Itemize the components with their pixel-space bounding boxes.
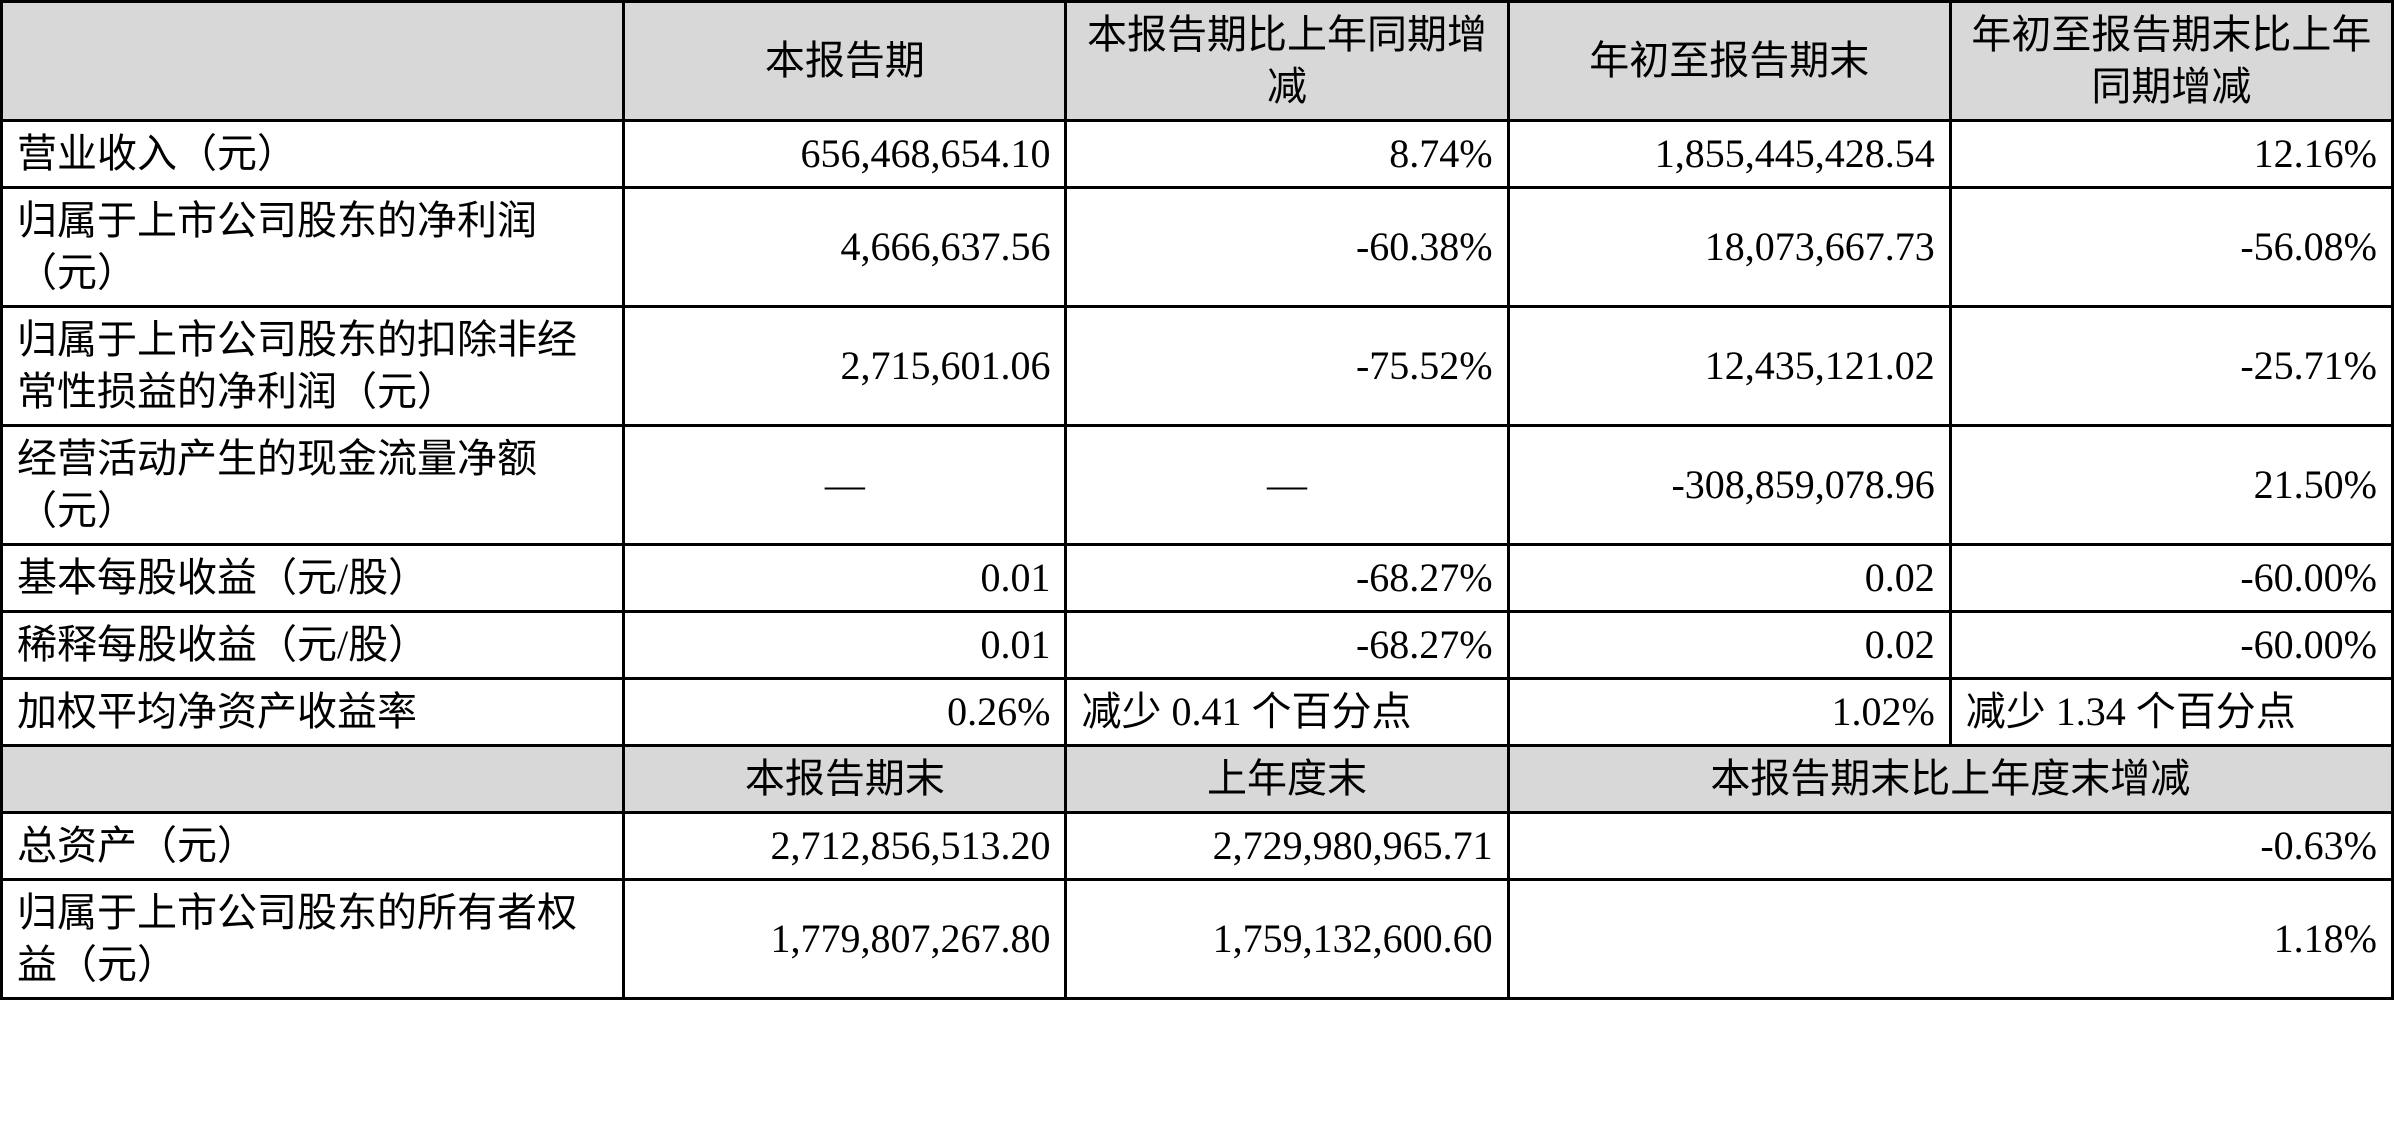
row-value-2: -75.52% <box>1066 307 1508 426</box>
row-value-4: -56.08% <box>1950 188 2392 307</box>
row-value-4: -25.71% <box>1950 307 2392 426</box>
row2-value-3: 1.18% <box>1508 880 2392 999</box>
row-value-1: 0.01 <box>624 612 1066 679</box>
row-value-2: 减少 0.41 个百分点 <box>1066 679 1508 746</box>
header-blank <box>2 2 624 121</box>
row2-value-2: 2,729,980,965.71 <box>1066 813 1508 880</box>
data-row: 归属于上市公司股东的所有者权益（元）1,779,807,267.801,759,… <box>2 880 2393 999</box>
row-value-2: -60.38% <box>1066 188 1508 307</box>
data-row: 归属于上市公司股东的净利润（元）4,666,637.56-60.38%18,07… <box>2 188 2393 307</box>
row-value-4: -60.00% <box>1950 545 2392 612</box>
row-value-3: 12,435,121.02 <box>1508 307 1950 426</box>
row-label: 归属于上市公司股东的所有者权益（元） <box>2 880 624 999</box>
data-row: 稀释每股收益（元/股）0.01-68.27%0.02-60.00% <box>2 612 2393 679</box>
header-col-ytd-yoy: 年初至报告期末比上年同期增减 <box>1950 2 2392 121</box>
data-row: 归属于上市公司股东的扣除非经常性损益的净利润（元）2,715,601.06-75… <box>2 307 2393 426</box>
row-value-1: — <box>624 426 1066 545</box>
row-value-2: 8.74% <box>1066 121 1508 188</box>
row2-value-1: 2,712,856,513.20 <box>624 813 1066 880</box>
data-row: 总资产（元）2,712,856,513.202,729,980,965.71-0… <box>2 813 2393 880</box>
header2-col-period-end: 本报告期末 <box>624 746 1066 813</box>
row-value-4: 21.50% <box>1950 426 2392 545</box>
row-label: 总资产（元） <box>2 813 624 880</box>
row-label: 基本每股收益（元/股） <box>2 545 624 612</box>
financial-table: 本报告期本报告期比上年同期增减年初至报告期末年初至报告期末比上年同期增减营业收入… <box>0 0 2394 1000</box>
row-value-3: -308,859,078.96 <box>1508 426 1950 545</box>
header2-col-last-year-end: 上年度末 <box>1066 746 1508 813</box>
row-value-1: 0.01 <box>624 545 1066 612</box>
header-col-ytd: 年初至报告期末 <box>1508 2 1950 121</box>
row2-value-1: 1,779,807,267.80 <box>624 880 1066 999</box>
row-label: 经营活动产生的现金流量净额（元） <box>2 426 624 545</box>
header2-blank <box>2 746 624 813</box>
data-row: 加权平均净资产收益率0.26%减少 0.41 个百分点1.02%减少 1.34 … <box>2 679 2393 746</box>
row-value-3: 0.02 <box>1508 545 1950 612</box>
row-value-2: -68.27% <box>1066 545 1508 612</box>
row-label: 归属于上市公司股东的扣除非经常性损益的净利润（元） <box>2 307 624 426</box>
row-value-3: 1,855,445,428.54 <box>1508 121 1950 188</box>
header2-col-change: 本报告期末比上年度末增减 <box>1508 746 2392 813</box>
row-value-2: -68.27% <box>1066 612 1508 679</box>
row-value-3: 18,073,667.73 <box>1508 188 1950 307</box>
header-row-1: 本报告期本报告期比上年同期增减年初至报告期末年初至报告期末比上年同期增减 <box>2 2 2393 121</box>
data-row: 基本每股收益（元/股）0.01-68.27%0.02-60.00% <box>2 545 2393 612</box>
row-value-1: 656,468,654.10 <box>624 121 1066 188</box>
row-label: 归属于上市公司股东的净利润（元） <box>2 188 624 307</box>
row-value-3: 1.02% <box>1508 679 1950 746</box>
data-row: 经营活动产生的现金流量净额（元）——-308,859,078.9621.50% <box>2 426 2393 545</box>
header-col-yoy-change: 本报告期比上年同期增减 <box>1066 2 1508 121</box>
row-value-4: 减少 1.34 个百分点 <box>1950 679 2392 746</box>
row-value-1: 4,666,637.56 <box>624 188 1066 307</box>
header-row-2: 本报告期末上年度末本报告期末比上年度末增减 <box>2 746 2393 813</box>
row2-value-3: -0.63% <box>1508 813 2392 880</box>
row-label: 稀释每股收益（元/股） <box>2 612 624 679</box>
data-row: 营业收入（元）656,468,654.108.74%1,855,445,428.… <box>2 121 2393 188</box>
row-value-4: 12.16% <box>1950 121 2392 188</box>
row-label: 营业收入（元） <box>2 121 624 188</box>
row-value-1: 0.26% <box>624 679 1066 746</box>
row2-value-2: 1,759,132,600.60 <box>1066 880 1508 999</box>
row-value-1: 2,715,601.06 <box>624 307 1066 426</box>
row-value-4: -60.00% <box>1950 612 2392 679</box>
header-col-current-period: 本报告期 <box>624 2 1066 121</box>
row-value-3: 0.02 <box>1508 612 1950 679</box>
row-label: 加权平均净资产收益率 <box>2 679 624 746</box>
row-value-2: — <box>1066 426 1508 545</box>
